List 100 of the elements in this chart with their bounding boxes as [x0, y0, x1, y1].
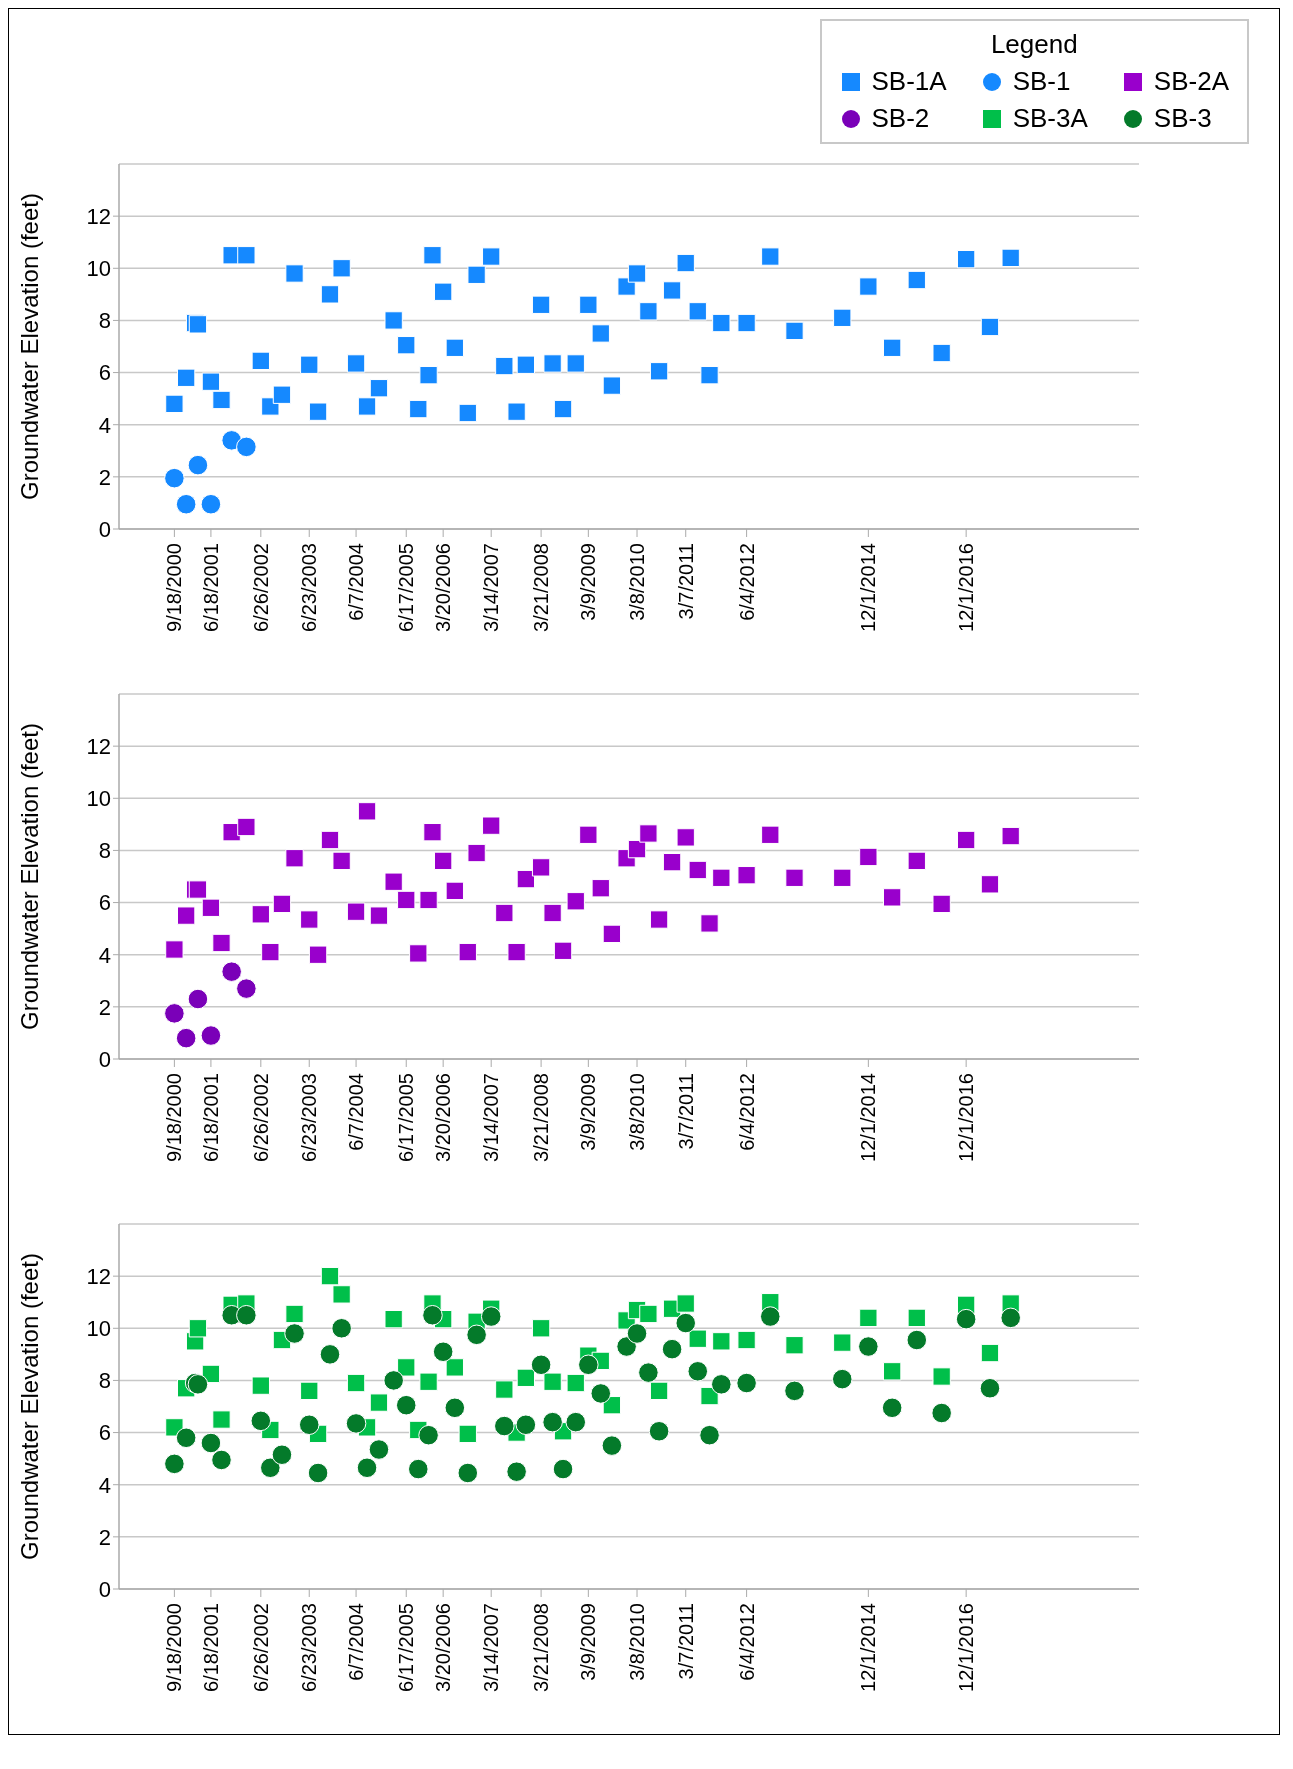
x-tick-label: 3/21/2008	[530, 1073, 553, 1162]
point	[423, 246, 442, 265]
y-tick-label: 10	[86, 786, 111, 812]
point	[201, 898, 221, 917]
point	[356, 1457, 378, 1479]
point	[531, 295, 551, 314]
x-tick-label: 3/21/2008	[530, 543, 553, 632]
legend-label: SB-1	[1012, 66, 1071, 97]
point	[761, 825, 780, 844]
point	[956, 250, 976, 269]
point	[251, 351, 270, 370]
x-tick-label: 3/14/2007	[480, 543, 503, 632]
point	[419, 366, 438, 385]
point	[553, 399, 573, 419]
y-tick-label: 2	[98, 994, 111, 1020]
point	[1000, 1307, 1021, 1329]
point	[331, 1318, 352, 1339]
point	[212, 933, 231, 953]
legend-label: SB-1A	[871, 66, 947, 97]
point	[906, 1329, 928, 1351]
point	[955, 1308, 977, 1330]
point	[579, 825, 598, 844]
point	[979, 1378, 1001, 1399]
point	[458, 403, 477, 423]
point	[457, 1462, 479, 1484]
point	[494, 1415, 515, 1437]
point	[785, 321, 804, 341]
x-tick-label: 6/18/2001	[199, 543, 222, 632]
point	[346, 902, 366, 921]
x-tick-label: 12/1/2016	[955, 1073, 978, 1162]
y-tick-label: 6	[98, 360, 111, 386]
point	[1001, 248, 1020, 268]
point	[591, 879, 610, 898]
point	[700, 366, 719, 385]
point	[676, 1294, 695, 1313]
point	[271, 1444, 293, 1465]
x-tick-label: 6/4/2012	[735, 1073, 758, 1151]
point	[712, 313, 731, 333]
point	[397, 336, 416, 355]
point	[200, 1432, 222, 1454]
x-tick-label: 3/14/2007	[480, 1073, 503, 1162]
point	[419, 890, 438, 910]
point	[932, 1367, 951, 1386]
point	[369, 1393, 389, 1412]
x-tick-label: 3/21/2008	[530, 1603, 553, 1692]
point	[858, 1336, 879, 1357]
point	[639, 302, 658, 321]
point	[298, 1414, 320, 1435]
point	[187, 454, 209, 476]
x-tick-label: 6/7/2004	[345, 543, 368, 621]
point	[590, 1383, 612, 1404]
point	[409, 944, 428, 963]
point	[432, 1341, 454, 1362]
point	[602, 376, 622, 395]
point	[859, 1308, 878, 1328]
point	[566, 354, 585, 373]
point	[320, 830, 340, 850]
x-tick-label: 12/1/2016	[955, 543, 978, 632]
point	[980, 875, 1000, 894]
point	[332, 851, 351, 871]
point	[543, 903, 562, 923]
point	[627, 839, 647, 859]
point	[397, 1358, 416, 1377]
point	[495, 1380, 514, 1399]
point	[662, 281, 682, 300]
point	[1001, 826, 1020, 846]
point	[859, 847, 878, 867]
point	[300, 355, 319, 374]
point	[237, 817, 256, 837]
point	[369, 379, 389, 398]
point	[649, 1381, 669, 1401]
x-tick-label: 3/8/2010	[626, 543, 649, 621]
x-tick-label: 3/20/2006	[432, 543, 455, 632]
point	[881, 1397, 903, 1419]
point	[320, 285, 340, 304]
y-tick-label: 0	[98, 516, 111, 542]
point	[397, 890, 416, 910]
point	[308, 945, 328, 964]
point	[602, 924, 622, 944]
x-tick-label: 3/9/2009	[577, 543, 600, 621]
point	[515, 1414, 537, 1435]
point	[883, 1362, 902, 1381]
point	[784, 1380, 805, 1402]
point	[444, 1397, 466, 1419]
point	[332, 259, 351, 278]
point	[308, 402, 328, 421]
point	[516, 869, 536, 889]
point	[175, 493, 197, 515]
x-tick-label: 3/8/2010	[626, 1603, 649, 1681]
point	[553, 941, 573, 960]
point	[907, 851, 926, 871]
point	[384, 872, 403, 891]
point	[409, 399, 428, 419]
x-tick-label: 9/18/2000	[163, 543, 186, 632]
point	[212, 390, 231, 410]
point	[760, 1306, 781, 1327]
point	[712, 868, 731, 887]
point	[542, 1411, 563, 1433]
point	[200, 493, 222, 515]
point	[368, 1439, 390, 1460]
